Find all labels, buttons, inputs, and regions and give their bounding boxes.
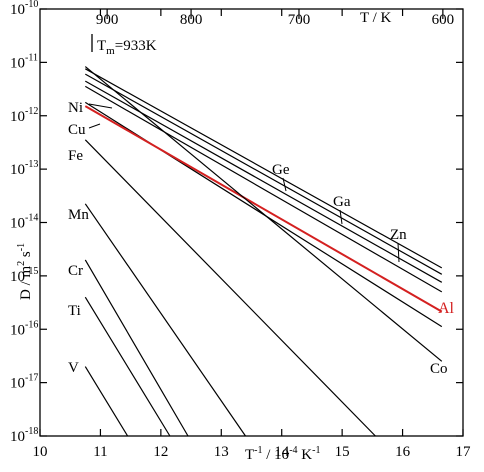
y-tick-label: 10-12 xyxy=(10,106,38,125)
top-tick-label: 700 xyxy=(288,12,311,28)
series-label-leader xyxy=(397,242,400,263)
series-label-mn: Mn xyxy=(68,207,89,223)
y-tick-label: 10-14 xyxy=(10,213,38,232)
x-tick-label: 15 xyxy=(335,444,350,460)
y-tick-label: 10-16 xyxy=(10,319,38,338)
series-label-leader xyxy=(339,209,343,225)
melting-point-label: Tm=933K xyxy=(97,38,157,57)
series-line-fe xyxy=(84,139,376,437)
y-tick-label: 10-18 xyxy=(10,426,38,445)
series-line-co xyxy=(84,66,443,362)
y-tick-label: 10-13 xyxy=(10,159,38,178)
series-line-al xyxy=(84,105,443,313)
x-axis-label: T-1 / 10-4 K-1 xyxy=(245,445,320,463)
x-tick-label: 12 xyxy=(153,444,168,460)
x-tick-label: 14 xyxy=(274,444,290,460)
x-tick-label: 17 xyxy=(456,444,472,460)
series-label-ge: Ge xyxy=(272,162,290,178)
y-tick-label: 10-17 xyxy=(10,373,38,392)
series-line-mn xyxy=(84,203,246,437)
series-line-v xyxy=(84,366,129,437)
series-label-fe: Fe xyxy=(68,148,83,164)
series-label-v: V xyxy=(68,360,79,376)
series-label-cu: Cu xyxy=(68,122,86,138)
series-label-zn: Zn xyxy=(390,227,407,243)
series-label-ti: Ti xyxy=(68,303,81,319)
series-line-cr xyxy=(84,259,189,437)
x-tick-label: 16 xyxy=(395,444,411,460)
series-line-zn xyxy=(85,80,443,283)
series-line-ni xyxy=(85,85,443,293)
top-tick-label: 900 xyxy=(96,12,119,28)
series-line-ga xyxy=(85,73,443,275)
top-axis-label: T / K xyxy=(360,10,392,26)
series-label-leader xyxy=(282,177,287,192)
x-tick-label: 10 xyxy=(33,444,48,460)
series-label-ga: Ga xyxy=(333,194,351,210)
series-label-ni: Ni xyxy=(68,100,83,116)
x-tick-label: 11 xyxy=(93,444,107,460)
series-label-co: Co xyxy=(430,361,448,377)
top-tick-label: 800 xyxy=(180,12,203,28)
y-tick-label: 10-15 xyxy=(10,266,38,285)
series-label-al: Al xyxy=(438,300,455,317)
series-label-cr: Cr xyxy=(68,263,83,279)
y-axis-label: D / m2 s-1 xyxy=(16,243,34,300)
y-tick-label: 10-11 xyxy=(10,52,38,71)
series-line-ti xyxy=(84,296,171,437)
melting-point-marker: Tm=933K xyxy=(91,34,157,57)
plot-frame xyxy=(39,8,464,437)
top-tick-label: 600 xyxy=(432,12,455,28)
y-tick-label: 10-10 xyxy=(10,0,38,18)
series-label-leader xyxy=(88,123,101,129)
series-line-ge xyxy=(85,68,443,269)
series-label-leader xyxy=(88,103,113,109)
x-tick-label: 13 xyxy=(214,444,229,460)
